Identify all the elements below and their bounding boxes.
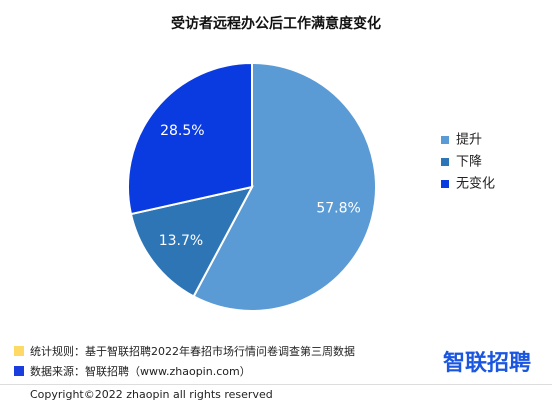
legend-label: 提升 bbox=[456, 132, 482, 148]
legend-label: 无变化 bbox=[456, 176, 495, 192]
legend-swatch bbox=[441, 158, 449, 166]
pie-slice bbox=[127, 61, 253, 216]
data-label: 28.5% bbox=[160, 123, 204, 139]
rule-text: 统计规则：基于智联招聘2022年春招市场行情问卷调查第三周数据 bbox=[30, 345, 355, 358]
data-label: 13.7% bbox=[159, 233, 203, 249]
copyright: Copyright©2022 zhaopin all rights reserv… bbox=[30, 388, 273, 401]
pie-slice bbox=[129, 185, 254, 298]
logo: 智联招聘 bbox=[443, 351, 532, 376]
source-text: 数据来源：智联招聘（www.zhaopin.com） bbox=[30, 365, 251, 378]
data-label: 57.8% bbox=[316, 201, 360, 217]
legend-swatch bbox=[441, 180, 449, 188]
pie-slice bbox=[192, 61, 377, 312]
legend-label: 下降 bbox=[456, 155, 482, 170]
chart-title: 受访者远程办公后工作满意度变化 bbox=[171, 15, 381, 32]
rule-marker bbox=[14, 346, 24, 356]
source-marker bbox=[14, 366, 24, 376]
separator bbox=[0, 384, 552, 385]
legend-swatch bbox=[441, 136, 449, 144]
